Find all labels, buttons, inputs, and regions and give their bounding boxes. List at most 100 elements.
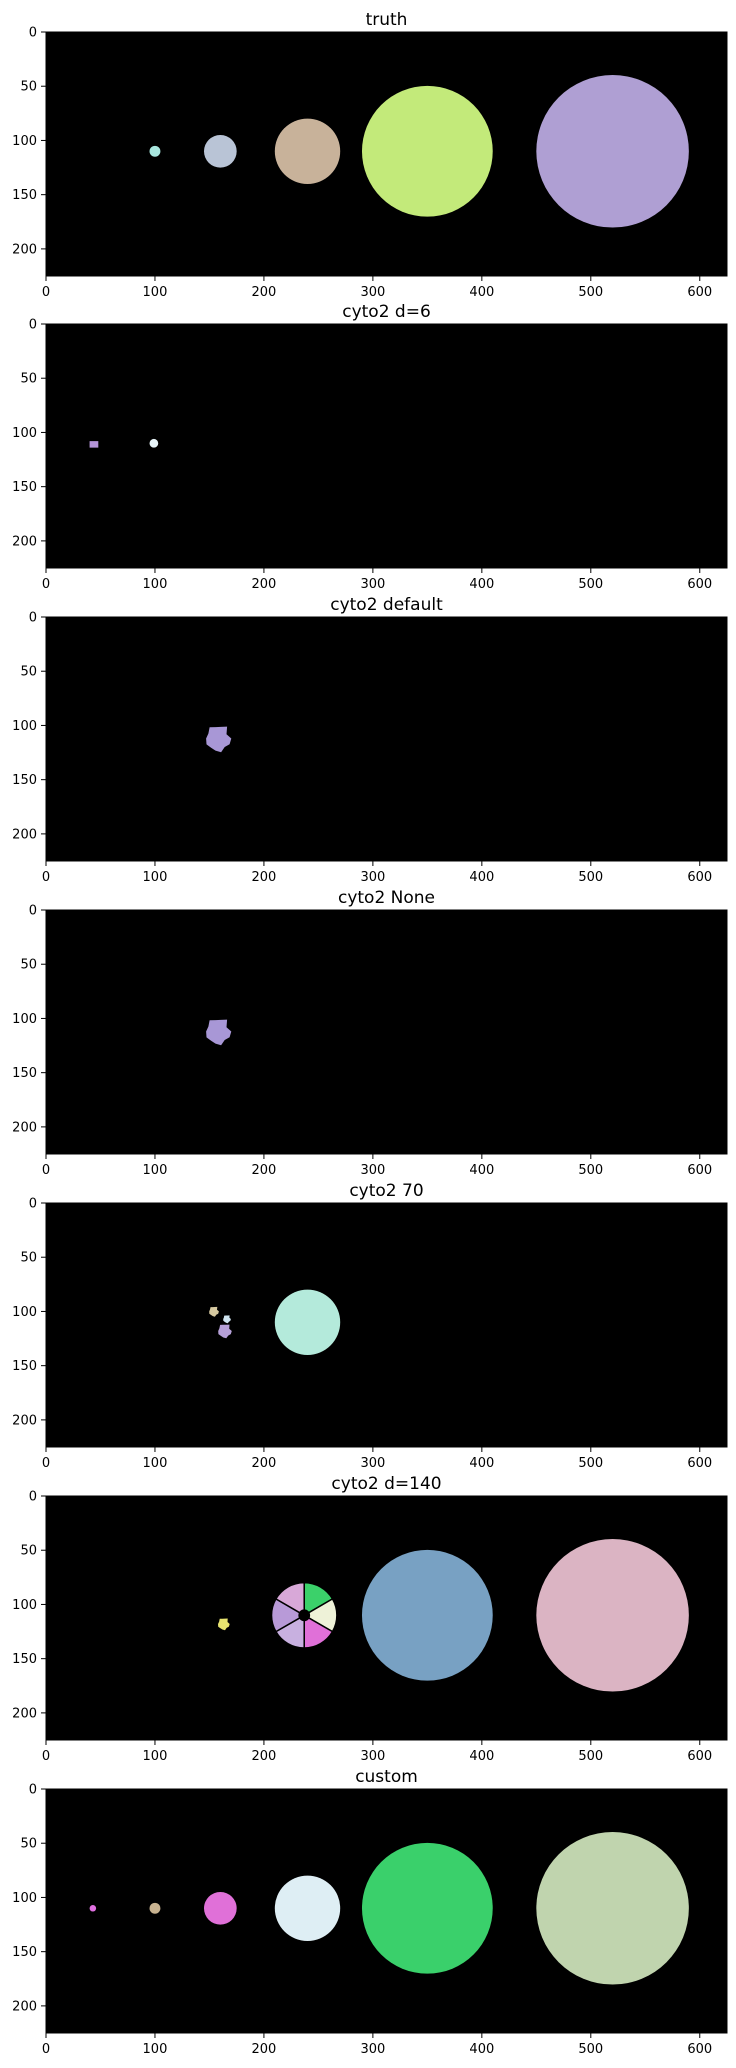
y-tick-label: 100 <box>12 426 37 441</box>
mask-region-0 <box>206 726 232 753</box>
x-tick-label: 100 <box>143 285 168 300</box>
x-tick-label: 300 <box>360 870 385 885</box>
panel-title: cyto2 d=6 <box>342 302 431 322</box>
y-tick-label: 200 <box>12 242 37 257</box>
y-tick-label: 0 <box>29 318 37 333</box>
x-tick-label: 300 <box>360 285 385 300</box>
y-tick-label: 200 <box>12 827 37 842</box>
y-tick-label: 150 <box>12 1359 37 1374</box>
x-tick-label: 0 <box>42 870 50 885</box>
panel-title: cyto2 None <box>338 888 435 908</box>
y-tick-label: 200 <box>12 1413 37 1428</box>
y-tick-label: 150 <box>12 1945 37 1960</box>
x-tick-label: 300 <box>360 1456 385 1471</box>
panel-2: cyto2 default 0 100 200 300 400 500 600 0 50 100 15… <box>12 595 728 885</box>
x-tick-label: 500 <box>578 1163 603 1178</box>
image-background <box>46 617 727 861</box>
x-tick-label: 100 <box>143 1163 168 1178</box>
x-tick-label: 400 <box>469 577 494 592</box>
x-tick-label: 200 <box>252 1456 277 1471</box>
y-tick-label: 200 <box>12 1120 37 1135</box>
mask-region-1-segment-5 <box>274 1581 305 1617</box>
mask-region-0 <box>89 1905 97 1912</box>
axes-frame <box>45 1495 728 1741</box>
x-tick-label: 600 <box>687 1163 712 1178</box>
y-tick-label: 200 <box>12 534 37 549</box>
x-tick-label: 400 <box>469 285 494 300</box>
panel-title: truth <box>366 10 408 30</box>
axes-frame <box>45 1202 728 1448</box>
y-tick-label: 200 <box>12 1999 37 2014</box>
mask-region-1-hole <box>298 1609 311 1622</box>
y-tick-label: 150 <box>12 1066 37 1081</box>
panel-5: cyto2 d=140 0 100 200 300 400 500 600 0 50 100 150 2… <box>12 1474 728 1764</box>
panel-6: custom 0 100 200 300 400 500 600 0 50 100 150 200 <box>12 1767 728 2057</box>
mask-region-0 <box>89 441 99 448</box>
x-tick-label: 400 <box>469 1749 494 1764</box>
y-tick-label: 100 <box>12 1891 37 1906</box>
mask-region-2 <box>274 118 341 184</box>
mask-region-0 <box>149 145 161 157</box>
x-tick-label: 100 <box>143 1749 168 1764</box>
x-tick-label: 500 <box>578 1749 603 1764</box>
image-background <box>46 324 727 568</box>
x-tick-label: 400 <box>469 2042 494 2057</box>
x-tick-label: 100 <box>143 1456 168 1471</box>
y-tick-label: 150 <box>12 480 37 495</box>
panel-title: cyto2 70 <box>349 1181 423 1201</box>
x-tick-label: 400 <box>469 1456 494 1471</box>
axes-frame <box>45 616 728 862</box>
y-tick-label: 150 <box>12 188 37 203</box>
y-tick-label: 0 <box>29 26 37 41</box>
mask-region-2 <box>203 1891 237 1925</box>
x-tick-label: 0 <box>42 1163 50 1178</box>
mask-region-3 <box>274 1289 341 1355</box>
image-background <box>46 910 727 1154</box>
x-tick-label: 300 <box>360 1163 385 1178</box>
x-tick-label: 200 <box>252 2042 277 2057</box>
x-tick-label: 0 <box>42 1749 50 1764</box>
y-tick-label: 0 <box>29 1490 37 1505</box>
x-tick-label: 600 <box>687 285 712 300</box>
mask-region-3 <box>361 85 493 217</box>
x-tick-label: 600 <box>687 870 712 885</box>
mask-region-5 <box>536 1832 689 1985</box>
x-tick-label: 200 <box>252 577 277 592</box>
panel-4: cyto2 70 0 100 200 300 400 500 600 0 50 100 150 200 <box>12 1181 728 1471</box>
axes-frame <box>45 909 728 1155</box>
x-tick-label: 100 <box>143 577 168 592</box>
panel-title: cyto2 default <box>330 595 443 615</box>
y-tick-label: 50 <box>20 1837 37 1852</box>
panel-title: custom <box>355 1767 418 1787</box>
panel-3: cyto2 None 0 100 200 300 400 500 600 0 50 100 150 20… <box>12 888 728 1178</box>
panel-title: cyto2 d=140 <box>331 1474 441 1494</box>
axes-frame <box>45 323 728 569</box>
x-tick-label: 0 <box>42 285 50 300</box>
axes-frame <box>45 1788 728 2034</box>
x-tick-label: 600 <box>687 2042 712 2057</box>
y-tick-label: 0 <box>29 904 37 919</box>
x-tick-label: 0 <box>42 2042 50 2057</box>
x-tick-label: 500 <box>578 285 603 300</box>
mask-region-4 <box>536 75 689 228</box>
y-tick-label: 100 <box>12 134 37 149</box>
x-tick-label: 600 <box>687 1749 712 1764</box>
y-tick-label: 50 <box>20 80 37 95</box>
y-tick-label: 100 <box>12 1598 37 1613</box>
x-tick-label: 500 <box>578 870 603 885</box>
y-tick-label: 50 <box>20 665 37 680</box>
x-tick-label: 300 <box>360 2042 385 2057</box>
mask-region-0 <box>218 1618 230 1631</box>
y-tick-label: 50 <box>20 1544 37 1559</box>
mask-region-3 <box>274 1875 341 1941</box>
image-background <box>46 1203 727 1447</box>
y-tick-label: 0 <box>29 1783 37 1798</box>
y-tick-label: 50 <box>20 1251 37 1266</box>
y-tick-label: 50 <box>20 372 37 387</box>
x-tick-label: 100 <box>143 2042 168 2057</box>
y-tick-label: 0 <box>29 1197 37 1212</box>
mask-region-3 <box>536 1539 689 1692</box>
axes-frame <box>45 31 728 277</box>
mask-region-1 <box>203 134 237 168</box>
